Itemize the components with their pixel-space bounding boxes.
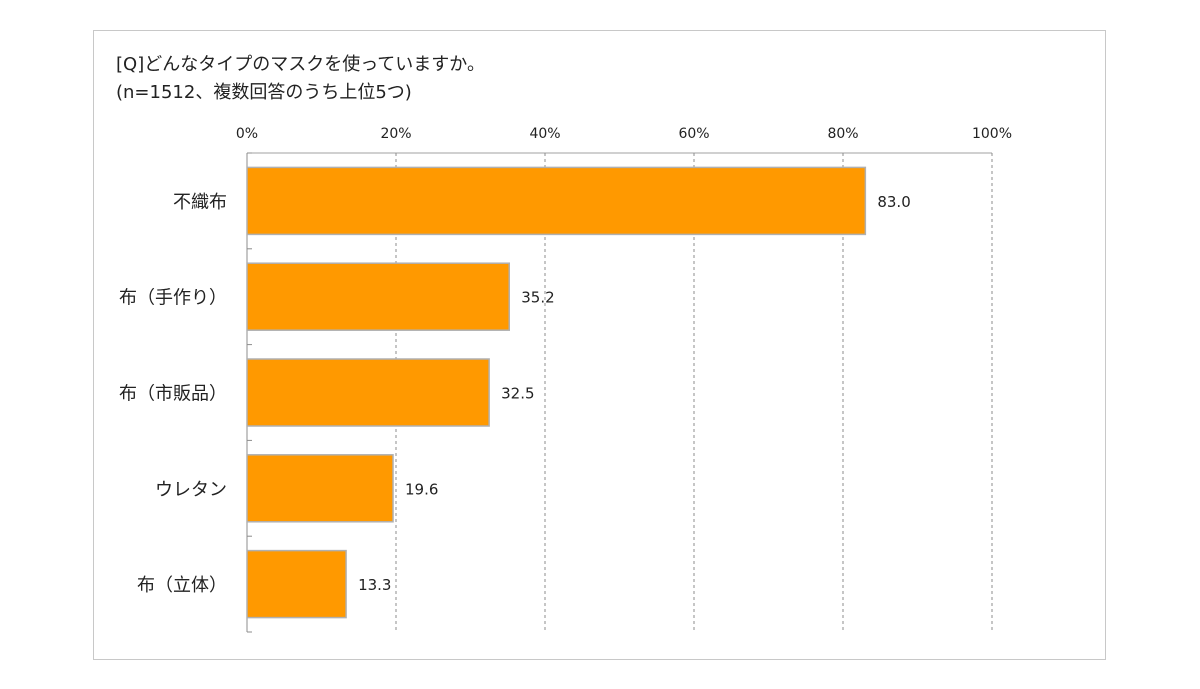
x-tick-label: 0% [236, 126, 258, 142]
chart-subtitle: (n=1512、複数回答のうち上位5つ) [116, 82, 412, 103]
bar [246, 358, 490, 427]
category-label: 布（市販品） [119, 384, 227, 405]
x-tick-label: 60% [678, 126, 709, 142]
category-label: ウレタン [155, 479, 227, 500]
bar [246, 166, 867, 236]
x-tick-label: 100% [972, 126, 1012, 142]
bar [246, 549, 347, 619]
value-label: 13.3 [358, 576, 391, 594]
value-label: 35.2 [521, 289, 554, 307]
category-label: 布（立体） [137, 575, 227, 596]
value-labels: 83.0 35.2 32.5 19.6 13.3 [358, 193, 911, 594]
bars [246, 166, 867, 619]
category-label: 布（手作り） [119, 288, 227, 309]
value-label: 19.6 [405, 480, 438, 498]
x-tick-labels: 0% 20% 40% 60% 80% 100% [236, 126, 1012, 142]
value-label: 32.5 [501, 385, 534, 403]
x-tick-label: 80% [827, 126, 858, 142]
x-tick-label: 20% [380, 126, 411, 142]
chart-question: [Q]どんなタイプのマスクを使っていますか。 [116, 54, 485, 75]
x-tick-label: 40% [529, 126, 560, 142]
category-label: 不織布 [173, 192, 227, 213]
bar [246, 454, 394, 523]
value-label: 83.0 [877, 193, 910, 211]
bar [246, 262, 510, 331]
